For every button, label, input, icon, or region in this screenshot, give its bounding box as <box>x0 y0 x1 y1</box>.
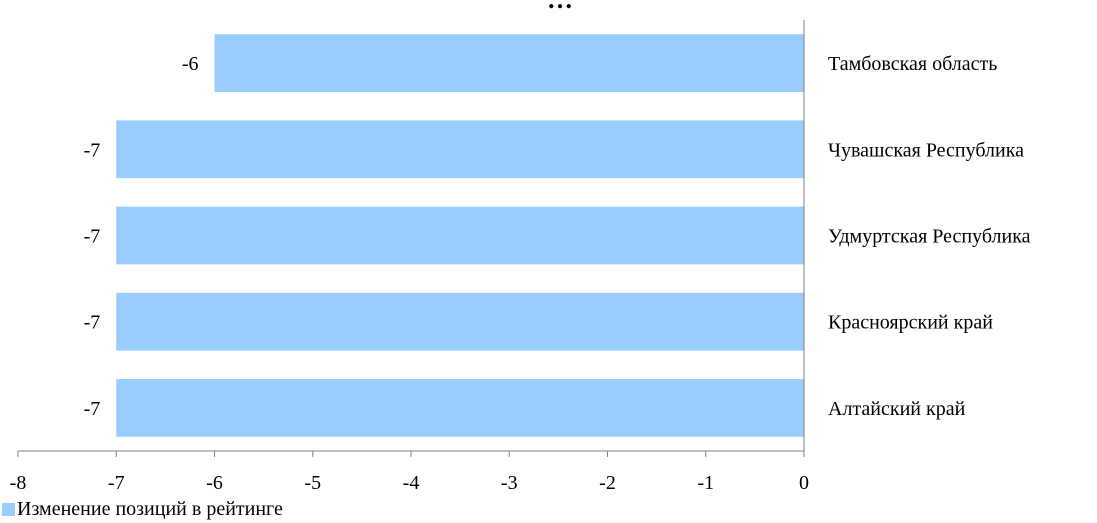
bar <box>116 379 804 437</box>
bar <box>116 120 804 179</box>
category-label: Алтайский край <box>828 398 966 420</box>
x-tick-label: -8 <box>10 472 27 494</box>
x-tick-label: -5 <box>304 472 321 494</box>
bar <box>116 292 804 351</box>
category-label: Тамбовская область <box>828 53 997 75</box>
x-tick-label: -1 <box>697 472 714 494</box>
category-label: Чувашская Республика <box>828 139 1024 161</box>
chart-title: … <box>547 0 573 14</box>
legend: Изменение позиций в рейтинге <box>2 498 283 521</box>
data-label: -6 <box>182 53 199 75</box>
data-labels-group: -6 -7 -7 -7 -7 <box>84 53 199 420</box>
data-label: -7 <box>84 139 101 161</box>
legend-label: Изменение позиций в рейтинге <box>17 498 283 520</box>
bar <box>214 34 804 92</box>
x-tick-label: -2 <box>599 472 616 494</box>
data-label: -7 <box>84 226 101 248</box>
x-tick-label: -4 <box>403 472 420 494</box>
x-tick-label: -7 <box>108 472 125 494</box>
x-tick-label: -6 <box>206 472 223 494</box>
x-tick-label: 0 <box>799 472 809 494</box>
x-axis: -8 -7 -6 -5 -4 -3 -2 -1 0 <box>10 20 809 494</box>
category-labels-group: Тамбовская область Чувашская Республика Уд… <box>828 53 1031 420</box>
bar <box>116 206 804 265</box>
category-label: Удмуртская Республика <box>828 226 1031 248</box>
bars-group <box>116 34 804 437</box>
category-label: Красноярский край <box>828 312 993 334</box>
data-label: -7 <box>84 312 101 334</box>
x-tick-label: -3 <box>501 472 518 494</box>
data-label: -7 <box>84 398 101 420</box>
legend-swatch <box>2 503 15 516</box>
